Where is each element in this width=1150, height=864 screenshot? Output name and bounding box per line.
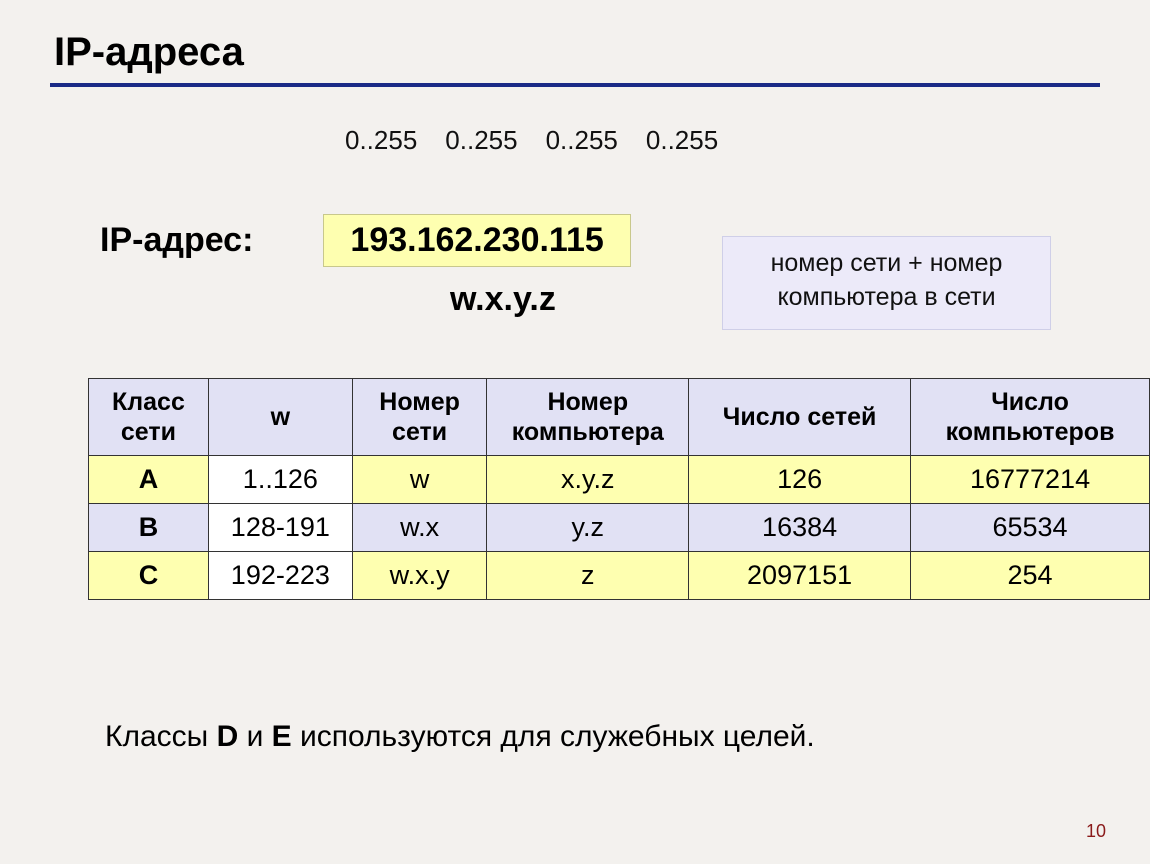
cell-nets: 16384: [689, 504, 911, 552]
note-box: номер сети + номер компьютера в сети: [722, 236, 1051, 330]
cell-comp: z: [487, 552, 689, 600]
ip-value-box: 193.162.230.115: [323, 214, 630, 267]
cell-w: 192-223: [208, 552, 352, 600]
table-row: B 128-191 w.x y.z 16384 65534: [89, 504, 1150, 552]
ip-label: IP-адрес:: [100, 221, 253, 260]
cell-net: w: [352, 456, 487, 504]
cell-nets: 2097151: [689, 552, 911, 600]
cell-key: C: [89, 552, 209, 600]
slide: IP-адреса 0..255 0..255 0..255 0..255 IP…: [0, 0, 1150, 864]
cell-comps: 254: [911, 552, 1150, 600]
th-class: Класс сети: [89, 379, 209, 456]
cell-w: 1..126: [208, 456, 352, 504]
note-line-2: компьютера в сети: [729, 281, 1044, 315]
range-0: 0..255: [345, 125, 417, 156]
footnote-mid: и: [238, 720, 271, 753]
footnote: Классы D и E используются для служебных …: [105, 720, 815, 754]
range-3: 0..255: [646, 125, 718, 156]
th-nets: Число сетей: [689, 379, 911, 456]
cell-comps: 16777214: [911, 456, 1150, 504]
page-title: IP-адреса: [54, 30, 1100, 75]
th-comps: Число компьютеров: [911, 379, 1150, 456]
th-w: w: [208, 379, 352, 456]
page-number: 10: [1086, 821, 1106, 842]
footnote-pre: Классы: [105, 720, 217, 753]
footnote-d: D: [217, 720, 239, 753]
table-row: C 192-223 w.x.y z 2097151 254: [89, 552, 1150, 600]
ip-class-table: Класс сети w Номер сети Номер компьютера…: [88, 378, 1150, 600]
cell-net: w.x.y: [352, 552, 487, 600]
footnote-e: E: [272, 720, 292, 753]
title-underline: [50, 83, 1100, 87]
th-net: Номер сети: [352, 379, 487, 456]
cell-comps: 65534: [911, 504, 1150, 552]
ip-row: IP-адрес: 193.162.230.115: [100, 214, 631, 267]
footnote-post: используются для служебных целей.: [292, 720, 815, 753]
cell-comp: x.y.z: [487, 456, 689, 504]
cell-comp: y.z: [487, 504, 689, 552]
cell-key: A: [89, 456, 209, 504]
range-1: 0..255: [445, 125, 517, 156]
th-comp: Номер компьютера: [487, 379, 689, 456]
octet-ranges: 0..255 0..255 0..255 0..255: [345, 125, 718, 156]
range-2: 0..255: [546, 125, 618, 156]
note-line-1: номер сети + номер: [729, 247, 1044, 281]
cell-net: w.x: [352, 504, 487, 552]
table-header-row: Класс сети w Номер сети Номер компьютера…: [89, 379, 1150, 456]
table-row: A 1..126 w x.y.z 126 16777214: [89, 456, 1150, 504]
wxyz-label: w.x.y.z: [450, 280, 556, 319]
cell-nets: 126: [689, 456, 911, 504]
cell-key: B: [89, 504, 209, 552]
cell-w: 128-191: [208, 504, 352, 552]
